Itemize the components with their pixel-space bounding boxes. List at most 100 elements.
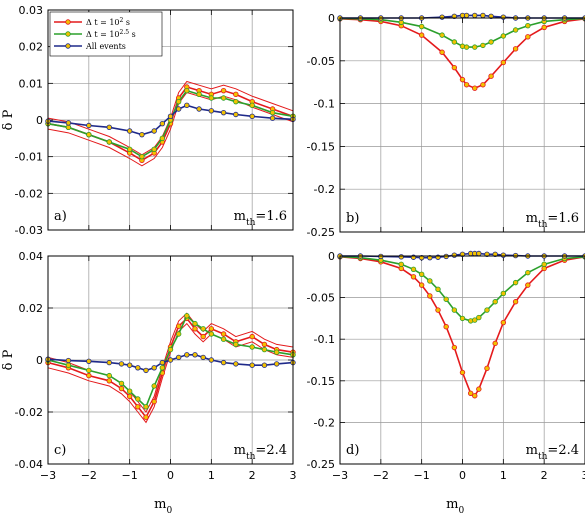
data-point: [200, 326, 206, 332]
series-Δ t = 10^2 s: [337, 254, 585, 399]
y-tick-label: 0.02: [19, 302, 44, 315]
y-tick-label: 0.03: [19, 4, 44, 17]
data-point: [233, 91, 239, 98]
data-point: [512, 46, 519, 52]
data-point: [418, 32, 425, 38]
axes-frame: [47, 255, 294, 465]
legend-label: Δ t = 102 s: [86, 17, 130, 28]
data-point: [208, 331, 215, 337]
data-point: [65, 357, 72, 364]
data-point: [196, 91, 202, 98]
threshold-label: mth=1.6: [234, 209, 287, 228]
data-point: [500, 252, 507, 258]
data-point: [143, 414, 149, 420]
data-point: [512, 299, 519, 305]
data-point: [484, 251, 490, 258]
x-tick-label: 0: [459, 469, 466, 482]
data-point: [525, 34, 531, 40]
panel-c: 0.04 0.02 0 -0.02 -0.04−3 −2 −1 0 1 2 3 c) mth=2.4 δ …: [1, 250, 297, 513]
data-point: [118, 380, 125, 387]
y-tick-label: -0.1: [314, 333, 335, 346]
data-point: [451, 39, 458, 45]
x-tick-label: 1: [500, 469, 507, 482]
x-tick-label: −1: [414, 469, 430, 482]
data-point: [492, 299, 498, 305]
series-Δ t = 10^2.5 s: [337, 15, 585, 50]
data-point: [261, 341, 268, 348]
data-point: [484, 307, 490, 313]
data-point: [484, 365, 490, 372]
data-point: [126, 362, 133, 368]
data-point: [463, 44, 470, 50]
series-All events: [45, 102, 296, 138]
data-point: [118, 361, 125, 367]
threshold-label: mth=2.4: [526, 443, 579, 462]
data-point: [175, 98, 182, 105]
x-tick-label: 2: [541, 469, 548, 482]
panel-label: d): [346, 443, 359, 458]
data-point: [467, 390, 474, 396]
data-point: [459, 76, 466, 83]
data-point: [175, 106, 182, 112]
data-point: [398, 261, 404, 268]
series-Δ t = 10^2.5 s: [337, 253, 585, 324]
y-axis-label: δ P: [1, 349, 16, 370]
data-point: [175, 323, 182, 329]
data-point: [410, 266, 417, 273]
data-point: [541, 261, 547, 268]
data-point: [184, 102, 190, 109]
y-tick-label: -0.2: [314, 416, 335, 429]
series-line: [47, 314, 294, 409]
legend-label: All events: [85, 42, 126, 51]
data-point: [472, 85, 478, 91]
data-point: [196, 106, 202, 112]
data-point: [472, 393, 478, 399]
data-point: [269, 115, 276, 121]
data-point: [220, 359, 227, 366]
data-point: [86, 358, 92, 364]
y-axis-label: δ P: [1, 109, 16, 130]
series-line: [47, 353, 294, 372]
data-point: [476, 314, 482, 321]
y-tick-label: 0.04: [19, 250, 44, 263]
data-point: [488, 73, 494, 79]
data-point: [159, 120, 166, 127]
legend-swatch-marker: [65, 31, 71, 37]
y-tick-label: 0.02: [19, 41, 44, 54]
data-point: [476, 250, 482, 257]
data-point: [435, 286, 441, 292]
data-point: [192, 352, 198, 358]
panel-label: a): [54, 209, 67, 224]
x-axis-label: m0: [446, 497, 464, 513]
data-point: [500, 59, 507, 66]
x-tick-label: −3: [332, 469, 348, 482]
x-tick-label: −3: [40, 469, 56, 482]
series-All events: [45, 352, 296, 374]
data-point: [459, 251, 466, 258]
data-point: [200, 333, 206, 340]
data-point: [233, 98, 239, 105]
y-tick-label: -0.15: [307, 140, 335, 153]
data-point: [106, 139, 112, 145]
series-line: [339, 256, 585, 397]
y-tick-label: 0: [328, 12, 335, 25]
panel-label: c): [54, 443, 66, 458]
data-point: [273, 349, 280, 355]
data-point: [143, 367, 149, 374]
data-point: [418, 271, 425, 278]
legend: Δ t = 102 sΔ t = 102.5 s All events: [49, 11, 163, 57]
data-point: [439, 32, 445, 38]
data-point: [472, 12, 478, 19]
y-tick-label: -0.05: [307, 292, 335, 305]
data-point: [143, 404, 149, 410]
y-tick-label: 0: [36, 114, 43, 127]
panel-d: 0 -0.05 -0.1 -0.15 -0.2 -0.25−3 −2 −1 0 1 2 3 d) mth=…: [307, 250, 585, 513]
legend-swatch-marker: [65, 43, 71, 49]
y-tick-label: -0.02: [15, 187, 43, 200]
data-point: [480, 42, 486, 49]
data-point: [86, 372, 92, 379]
data-point: [525, 269, 531, 276]
y-tick-label: 0.01: [19, 77, 44, 90]
panel-b: 0 -0.05 -0.1 -0.15 -0.2 -0.25 b) mth=1.6: [307, 12, 585, 239]
y-tick-label: -0.02: [15, 406, 43, 419]
